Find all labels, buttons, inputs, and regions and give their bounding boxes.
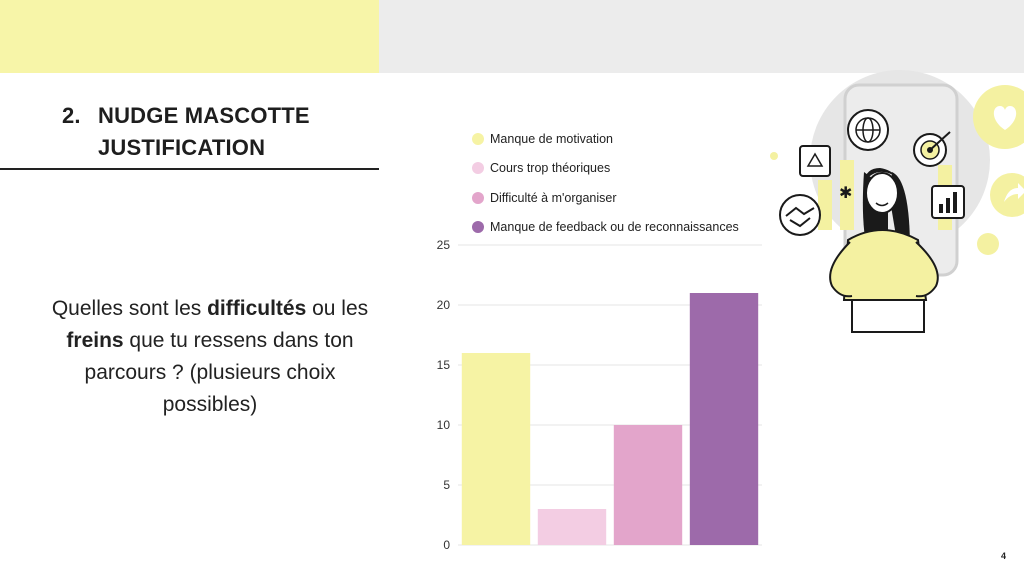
legend-label: Manque de motivation — [490, 131, 613, 146]
y-tick-label: 20 — [437, 298, 451, 312]
yellow-bar-2 — [840, 160, 854, 230]
smile — [875, 202, 889, 207]
legend-label: Difficulté à m'organiser — [490, 190, 617, 205]
y-tick-label: 10 — [437, 418, 451, 432]
face — [865, 172, 899, 214]
bar — [613, 425, 683, 545]
bar — [461, 353, 531, 545]
title-line-1: NUDGE MASCOTTE — [98, 103, 310, 128]
handshake-icon — [779, 194, 821, 236]
yellow-bar-1 — [818, 180, 832, 230]
mascot-illustration: ✱ — [770, 70, 1024, 333]
question-bold-2: freins — [66, 329, 124, 352]
title-line-2: JUSTIFICATION — [98, 135, 266, 160]
y-tick-label: 5 — [443, 478, 450, 492]
legend-swatch — [472, 132, 484, 145]
y-tick-label: 25 — [437, 238, 451, 252]
page-number: 4 — [1000, 551, 1006, 561]
recycle-icon — [799, 145, 831, 177]
share-icon — [1004, 183, 1024, 202]
heart-icon — [993, 106, 1017, 130]
title-underline — [0, 168, 379, 170]
legend-item: Cours trop théoriques — [472, 154, 739, 184]
legend-label: Cours trop théoriques — [490, 161, 611, 176]
right-arm — [915, 241, 939, 298]
sweater — [842, 229, 928, 301]
section-number: 2. — [62, 103, 81, 128]
dot-decoration — [770, 152, 778, 160]
sparkle-icon: ✱ — [839, 183, 852, 202]
y-tick-label: 15 — [437, 358, 451, 372]
bar — [537, 509, 607, 545]
hair-top — [864, 168, 898, 182]
header-band-grey — [379, 0, 1024, 73]
trousers — [851, 299, 925, 333]
question-text: Quelles sont les difficultés ou les frei… — [40, 293, 380, 421]
left-arm — [829, 241, 853, 298]
chart-legend: Manque de motivation Cours trop théorique… — [472, 124, 739, 242]
legend-item: Manque de motivation — [472, 124, 739, 154]
question-part-1: Quelles sont les — [51, 297, 208, 320]
legend-item: Manque de feedback ou de reconnaissances — [472, 213, 739, 243]
legend-item: Difficulté à m'organiser — [472, 183, 739, 213]
question-bold-1: difficultés — [207, 297, 307, 320]
y-tick-label: 0 — [443, 538, 450, 552]
section-title: 2. NUDGE MASCOTTE JUSTIFICATION — [62, 100, 382, 164]
question-part-2: ou les — [306, 297, 369, 320]
bar-chart: 0 5 10 15 20 25 — [437, 238, 762, 552]
legend-swatch — [472, 191, 484, 204]
like-bubble — [977, 233, 999, 255]
legend-swatch — [472, 221, 484, 234]
bar — [689, 293, 759, 545]
question-part-3: que tu ressens dans ton parcours ? (plus… — [84, 329, 354, 416]
header-band-yellow — [0, 0, 379, 73]
legend-label: Manque de feedback ou de reconnaissances — [490, 220, 739, 235]
legend-swatch — [472, 162, 484, 175]
